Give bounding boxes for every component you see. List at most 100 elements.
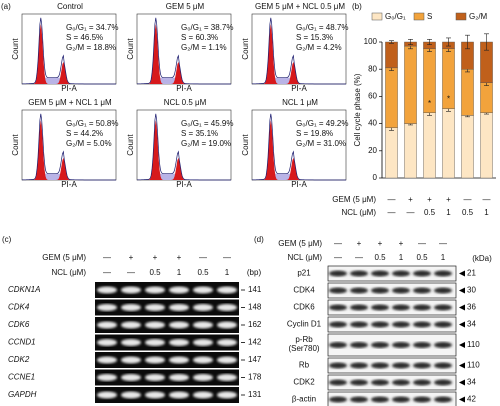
bar-segment (442, 108, 455, 179)
legend-label: G₂/M (469, 12, 488, 21)
treatment-cell: 0.5 (424, 208, 436, 217)
phase-stat: S = 15.3% (296, 33, 333, 42)
blot-band (371, 362, 389, 369)
y-tick-label: 0 (373, 173, 378, 182)
blot-band (329, 287, 347, 294)
gel-band (217, 339, 237, 346)
gene-label: CDK4 (8, 303, 30, 312)
size-label: 110 (467, 340, 480, 349)
blot-band (329, 342, 347, 348)
blot-band (371, 287, 389, 294)
blot-band (413, 321, 431, 328)
plot-title: GEM 5 μM (166, 2, 205, 11)
bar-segment (423, 112, 436, 179)
blot-band (329, 379, 347, 386)
histogram (136, 113, 231, 181)
treatment-cell: 0.5 (149, 268, 161, 277)
treatment-label: NCL (μM) (287, 253, 322, 262)
gene-label: GAPDH (8, 390, 37, 399)
treatment-cell: + (408, 195, 413, 204)
legend-swatch (413, 12, 425, 21)
panel-label: (b) (352, 2, 362, 11)
blot-band (392, 362, 410, 369)
size-arrow (459, 270, 465, 277)
y-tick-label: 40 (368, 119, 377, 128)
x-axis-label: PI-A (291, 84, 307, 93)
plot-title: NCL 0.5 μM (164, 98, 207, 107)
gel-band (97, 339, 117, 346)
phase-stat: G₀/G₁ = 34.7% (66, 23, 119, 32)
panel-label: (c) (2, 235, 12, 244)
blot-band (413, 287, 431, 294)
gel-band (97, 391, 117, 399)
bar-segment (480, 82, 493, 113)
treatment-cell: 0.5 (416, 253, 428, 262)
treatment-cell: — (103, 253, 111, 262)
g1-peak (22, 120, 116, 180)
treatment-cell: 0.5 (374, 253, 386, 262)
unit-label: (bp) (247, 268, 262, 277)
gel-lane-strip (95, 299, 239, 316)
histogram (21, 17, 116, 85)
treatment-cell: — (388, 208, 396, 217)
blot-band (350, 287, 368, 294)
y-axis-label: Count (11, 134, 20, 156)
bar-segment (385, 127, 398, 179)
x-axis-label: PI-A (176, 84, 192, 93)
size-label: 131 (248, 390, 262, 399)
gel-band (121, 391, 141, 399)
blot-band (350, 342, 368, 348)
size-label: 110 (467, 361, 480, 370)
blot-band (392, 396, 410, 403)
gel-band (121, 356, 141, 364)
blot-band (413, 304, 431, 311)
legend-swatch (371, 12, 383, 21)
protein-label: β-actin (292, 395, 316, 404)
size-arrow (459, 379, 465, 386)
treatment-cell: — (103, 268, 111, 277)
gel-band (145, 391, 165, 399)
treatment-cell: — (439, 239, 447, 248)
y-tick-label: 80 (368, 64, 377, 73)
blot-band (413, 270, 431, 277)
gel-band (193, 339, 213, 346)
gel-band (145, 356, 165, 364)
phase-stat: S = 19.8% (296, 129, 333, 138)
error-bar (389, 40, 394, 44)
plot-title: GEM 5 μM + NCL 1 μM (28, 98, 112, 107)
phase-stat: G₀/G₁ = 38.7% (181, 23, 234, 32)
gel-band (97, 356, 117, 364)
protein-label: Cyclin D1 (287, 320, 322, 329)
g1-peak (22, 24, 116, 85)
size-label: 147 (248, 355, 262, 364)
bar-segment (385, 41, 398, 69)
plot-title: GEM 5 μM + NCL 0.5 μM (255, 2, 345, 11)
gel-band (217, 321, 237, 329)
legend-swatch (455, 12, 467, 21)
unit-label: (kDa) (472, 254, 492, 263)
blot-band (371, 304, 389, 311)
blot-band (413, 342, 431, 348)
g1-peak (252, 24, 346, 85)
blot-band (392, 270, 410, 277)
size-arrow (459, 287, 465, 294)
phase-stat: G₂/M = 18.8% (66, 43, 116, 52)
blot-band (434, 362, 452, 369)
treatment-label: GEM (5 μM) (332, 195, 376, 204)
gel-lane-strip (95, 282, 239, 298)
blot-band (392, 304, 410, 311)
blot-band (434, 396, 452, 403)
significance-mark: * (428, 99, 431, 108)
error-bar (427, 38, 432, 46)
treatment-cell: + (399, 239, 404, 248)
gel-band (169, 374, 189, 381)
treatment-cell: — (464, 195, 472, 204)
gel-band (169, 391, 189, 399)
x-axis-label: PI-A (176, 180, 192, 189)
gene-label: CCND1 (8, 338, 36, 347)
y-tick-label: 20 (368, 146, 377, 155)
treatment-cell: 1 (225, 268, 230, 277)
blot-band (413, 362, 431, 369)
y-axis-label: Count (126, 38, 135, 60)
treatment-cell: — (223, 253, 231, 262)
